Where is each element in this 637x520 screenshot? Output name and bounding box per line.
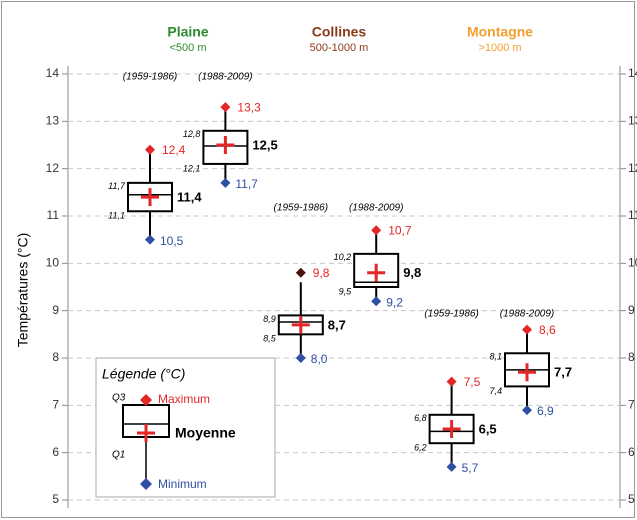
period-label: (1959-1986) xyxy=(424,309,478,320)
legend-q1-label: Q1 xyxy=(112,450,125,461)
q1-label: 9,5 xyxy=(339,286,353,296)
y-tick-label-right: 11 xyxy=(628,208,637,222)
period-label: (1988-2009) xyxy=(349,203,403,214)
max-label: 7,5 xyxy=(464,375,481,389)
y-tick-label-right: 8 xyxy=(628,350,635,364)
q3-label: 8,1 xyxy=(489,352,502,362)
min-marker xyxy=(446,461,457,472)
period-label: (1988-2009) xyxy=(500,309,554,320)
mean-label: 8,7 xyxy=(328,317,346,332)
period-label: (1959-1986) xyxy=(123,72,177,83)
q3-label: 11,7 xyxy=(108,181,126,191)
max-marker xyxy=(295,267,306,278)
max-marker xyxy=(145,144,155,155)
y-tick-label: 6 xyxy=(52,445,59,459)
mean-label: 7,7 xyxy=(554,365,572,380)
y-tick-label: 12 xyxy=(46,161,60,175)
y-tick-label-right: 7 xyxy=(628,398,635,412)
group-subtitle: <500 m xyxy=(170,42,207,54)
group-name: Plaine xyxy=(167,24,208,40)
min-marker xyxy=(295,353,306,363)
min-label: 6,9 xyxy=(537,404,554,418)
mean-cross xyxy=(216,136,235,154)
min-label: 11,7 xyxy=(235,177,258,191)
max-label: 10,7 xyxy=(388,223,412,237)
q1-label: 11,1 xyxy=(108,211,125,221)
mean-cross xyxy=(291,315,310,334)
mean-label: 6,5 xyxy=(479,421,497,436)
legend-mean-cross xyxy=(137,424,155,442)
min-marker xyxy=(220,177,231,188)
y-tick-label: 7 xyxy=(52,398,59,412)
legend: Légende (°C) Maximum Minimum Q3 Q1 Moyen… xyxy=(95,357,276,498)
min-label: 9,2 xyxy=(386,295,403,309)
y-tick-label-right: 14 xyxy=(628,66,637,80)
q1-label: 12,1 xyxy=(183,163,201,173)
min-label: 5,7 xyxy=(462,461,479,475)
q1-label: 7,4 xyxy=(489,386,502,396)
q3-label: 8,9 xyxy=(263,314,276,324)
y-tick-label: 13 xyxy=(46,114,60,128)
group-name: Montagne xyxy=(467,24,533,40)
y-tick-label: 14 xyxy=(46,66,60,80)
y-tick-label-right: 13 xyxy=(628,114,637,128)
legend-title: Légende (°C) xyxy=(102,366,185,382)
min-marker xyxy=(371,296,382,307)
mean-cross xyxy=(141,188,159,207)
period-label: (1959-1986) xyxy=(274,203,328,214)
legend-max-label: Maximum xyxy=(158,392,210,406)
y-tick-label-right: 5 xyxy=(628,492,635,506)
y-axis-label: Températures (°C) xyxy=(15,233,31,348)
max-label: 8,6 xyxy=(539,323,556,337)
legend-q3-label: Q3 xyxy=(112,393,126,404)
y-tick-label-right: 6 xyxy=(628,445,635,459)
mean-cross xyxy=(518,363,536,382)
legend-min-marker xyxy=(140,478,152,490)
q3-label: 12,8 xyxy=(183,129,201,139)
max-label: 12,4 xyxy=(162,143,186,157)
mean-label: 9,8 xyxy=(403,265,421,280)
y-tick-label-right: 9 xyxy=(628,303,635,317)
max-marker xyxy=(220,102,231,113)
legend-min-label: Minimum xyxy=(158,477,207,491)
q3-label: 10,2 xyxy=(334,252,352,262)
min-label: 10,5 xyxy=(160,234,184,248)
group-subtitle: >1000 m xyxy=(478,42,521,54)
legend-max-marker xyxy=(140,394,152,406)
y-tick-label: 11 xyxy=(47,208,60,222)
q1-label: 6,2 xyxy=(414,443,427,453)
q1-label: 8,5 xyxy=(263,334,277,344)
mean-label: 11,4 xyxy=(177,190,202,205)
mean-label: 12,5 xyxy=(252,137,277,152)
min-marker xyxy=(145,234,155,245)
y-tick-label: 8 xyxy=(52,350,59,364)
y-tick-label: 5 xyxy=(52,492,59,506)
max-label: 9,8 xyxy=(313,266,330,280)
legend-mean-label: Moyenne xyxy=(175,425,236,441)
y-tick-label: 9 xyxy=(52,303,59,317)
min-label: 8,0 xyxy=(311,352,328,366)
period-label: (1988-2009) xyxy=(198,72,252,83)
max-label: 13,3 xyxy=(237,100,261,114)
y-tick-label-right: 12 xyxy=(628,161,637,175)
y-tick-label: 10 xyxy=(46,256,60,270)
y-tick-label-right: 10 xyxy=(628,256,637,270)
max-marker xyxy=(522,324,532,335)
max-marker xyxy=(446,376,457,387)
q3-label: 6,8 xyxy=(414,413,427,423)
min-marker xyxy=(522,405,532,416)
max-marker xyxy=(371,225,382,236)
group-subtitle: 500-1000 m xyxy=(310,42,369,54)
group-name: Collines xyxy=(312,24,367,40)
mean-cross xyxy=(442,420,461,438)
mean-cross xyxy=(367,263,386,282)
